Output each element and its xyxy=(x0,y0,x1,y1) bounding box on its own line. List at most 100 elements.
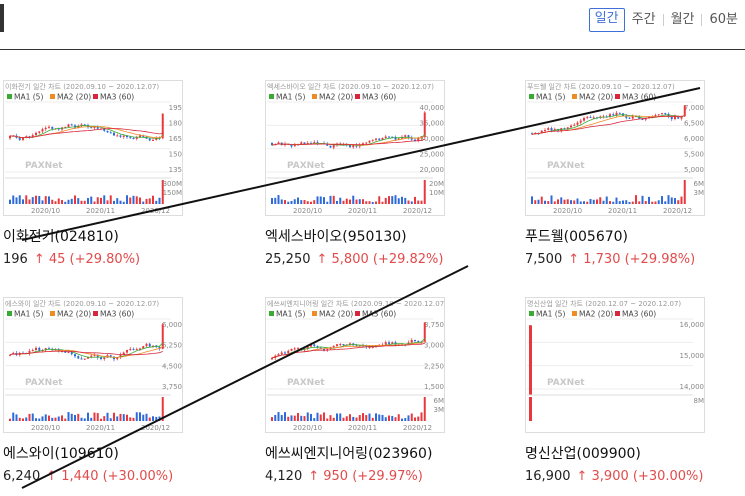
volume-bar xyxy=(680,196,683,204)
stock-chart[interactable]: 에스와이 일간 차트 (2020.09.10 ~ 2020.12.07) MA1 … xyxy=(3,297,183,433)
volume-bar xyxy=(420,200,423,204)
volume-bar xyxy=(661,196,663,204)
volume-bar xyxy=(352,416,355,421)
candle-body xyxy=(129,348,132,350)
stock-card[interactable]: 에스와이 일간 차트 (2020.09.10 ~ 2020.12.07) MA1 … xyxy=(3,297,183,484)
stock-name[interactable]: 엑세스바이오(950130) xyxy=(265,229,407,245)
tab-daily[interactable]: 일간 xyxy=(588,8,625,32)
volume-tick-label: 300M xyxy=(163,180,182,188)
volume-bar xyxy=(651,201,654,204)
volume-bar xyxy=(410,413,413,421)
stock-card[interactable]: 엑세스바이오 일간 차트 (2020.09.10 ~ 2020.12.07) MA… xyxy=(265,80,445,267)
legend-label: MA1 (5) xyxy=(536,310,565,319)
volume-bar xyxy=(83,200,86,204)
volume-bar xyxy=(602,200,605,204)
volume-bar xyxy=(109,418,112,421)
x-tick-label: 2020/10 xyxy=(553,207,582,215)
volume-bar xyxy=(148,198,151,204)
y-tick-label: 15,000 xyxy=(680,352,705,360)
stock-card[interactable]: 푸드웰 일간 차트 (2020.09.10 ~ 2020.12.07) MA1 (… xyxy=(525,80,705,267)
candle-body xyxy=(583,117,585,121)
candle-body xyxy=(404,135,407,137)
volume-bar xyxy=(310,413,312,421)
stock-chart[interactable]: 명신산업 일간 차트 (2020.12.07 ~ 2020.12.07) MA1 … xyxy=(525,297,705,433)
volume-bar xyxy=(654,201,657,204)
volume-bar xyxy=(553,201,556,204)
chart-title: 푸드웰 일간 차트 (2020.09.10 ~ 2020.12.07) xyxy=(527,82,675,91)
x-tick-label: 2020/10 xyxy=(31,207,60,215)
volume-bar xyxy=(290,415,293,421)
candle-body xyxy=(657,114,660,116)
volume-bar xyxy=(119,413,122,421)
candle-body xyxy=(654,115,657,117)
volume-bar xyxy=(547,201,550,204)
stock-chart[interactable]: 에쓰씨엔지니어링 일간 차트 (2020.09.10 ~ 2020.12.07)… xyxy=(265,297,445,433)
tab-monthly[interactable]: 월간 xyxy=(670,12,695,27)
volume-bar xyxy=(573,200,576,204)
candle-body xyxy=(378,138,381,140)
volume-bar xyxy=(271,198,273,204)
volume-bar xyxy=(54,201,57,204)
volume-bar xyxy=(129,197,132,204)
volume-bar xyxy=(336,200,338,204)
y-tick-label: 150 xyxy=(169,151,182,159)
stock-name[interactable]: 이화전기(024810) xyxy=(3,229,119,245)
y-tick-label: 25,000 xyxy=(420,151,445,159)
candle-body xyxy=(67,352,70,354)
volume-bar xyxy=(417,200,420,204)
volume-bar xyxy=(378,414,381,421)
y-tick-label: 16,000 xyxy=(680,321,705,329)
legend-swatch xyxy=(355,311,360,316)
candle-body xyxy=(113,132,115,136)
stock-change: ↑ 45 (+29.80%) xyxy=(33,252,141,267)
candle-body xyxy=(332,145,335,148)
volume-bar xyxy=(339,197,342,204)
volume-bar xyxy=(683,180,686,204)
top-bar: 일간 주간 월간 60분 xyxy=(0,0,745,40)
x-tick-label: 2020/12 xyxy=(141,207,170,215)
stock-card[interactable]: 명신산업 일간 차트 (2020.12.07 ~ 2020.12.07) MA1 … xyxy=(525,297,705,484)
candle-body xyxy=(271,358,273,360)
volume-bar xyxy=(319,414,322,421)
y-tick-label: 6,500 xyxy=(684,120,704,128)
stock-name[interactable]: 에스와이(109610) xyxy=(3,446,119,462)
stock-price: 7,500 xyxy=(525,252,563,267)
volume-bar xyxy=(274,197,277,204)
volume-bar xyxy=(534,200,537,204)
candle-body xyxy=(368,140,371,143)
watermark-logo: PAXNet xyxy=(547,161,585,171)
tab-weekly[interactable]: 주간 xyxy=(631,12,656,27)
stock-name[interactable]: 에쓰씨엔지니어링(023960) xyxy=(265,446,433,462)
x-tick-label: 2020/11 xyxy=(348,424,377,432)
candle-body xyxy=(126,349,128,353)
stock-chart[interactable]: 이화전기 일간 차트 (2020.09.10 ~ 2020.12.07) MA1 … xyxy=(3,80,183,216)
volume-bar xyxy=(550,195,553,204)
volume-bar xyxy=(274,414,277,421)
candle-body xyxy=(586,116,589,118)
volume-bar xyxy=(280,199,283,204)
stock-card[interactable]: 에쓰씨엔지니어링 일간 차트 (2020.09.10 ~ 2020.12.07)… xyxy=(265,297,445,484)
stock-chart[interactable]: 푸드웰 일간 차트 (2020.09.10 ~ 2020.12.07) MA1 (… xyxy=(525,80,705,216)
candle-body xyxy=(48,126,50,128)
stock-chart[interactable]: 엑세스바이오 일간 차트 (2020.09.10 ~ 2020.12.07) MA… xyxy=(265,80,445,216)
watermark-logo: PAXNet xyxy=(547,378,585,388)
x-tick-label: 2020/11 xyxy=(86,207,115,215)
candle-body xyxy=(388,136,390,138)
candle-body xyxy=(31,350,34,352)
stock-name[interactable]: 명신산업(009900) xyxy=(525,446,641,462)
legend-label: MA2 (20) xyxy=(57,310,91,319)
volume-bar xyxy=(61,200,63,204)
candle-body xyxy=(9,354,11,356)
y-tick-label: 180 xyxy=(169,120,182,128)
legend-swatch xyxy=(93,311,98,316)
candle-body xyxy=(339,344,342,346)
volume-bar xyxy=(417,416,420,421)
stock-card[interactable]: 이화전기 일간 차트 (2020.09.10 ~ 2020.12.07) MA1 … xyxy=(3,80,183,267)
stock-name[interactable]: 푸드웰(005670) xyxy=(525,229,629,245)
tab-60min[interactable]: 60분 xyxy=(709,12,738,27)
legend-swatch xyxy=(529,94,534,99)
y-tick-label: 5,500 xyxy=(684,151,704,159)
volume-bar xyxy=(375,413,377,421)
candle-body xyxy=(384,136,387,139)
volume-tick-label: 10M xyxy=(429,189,444,197)
